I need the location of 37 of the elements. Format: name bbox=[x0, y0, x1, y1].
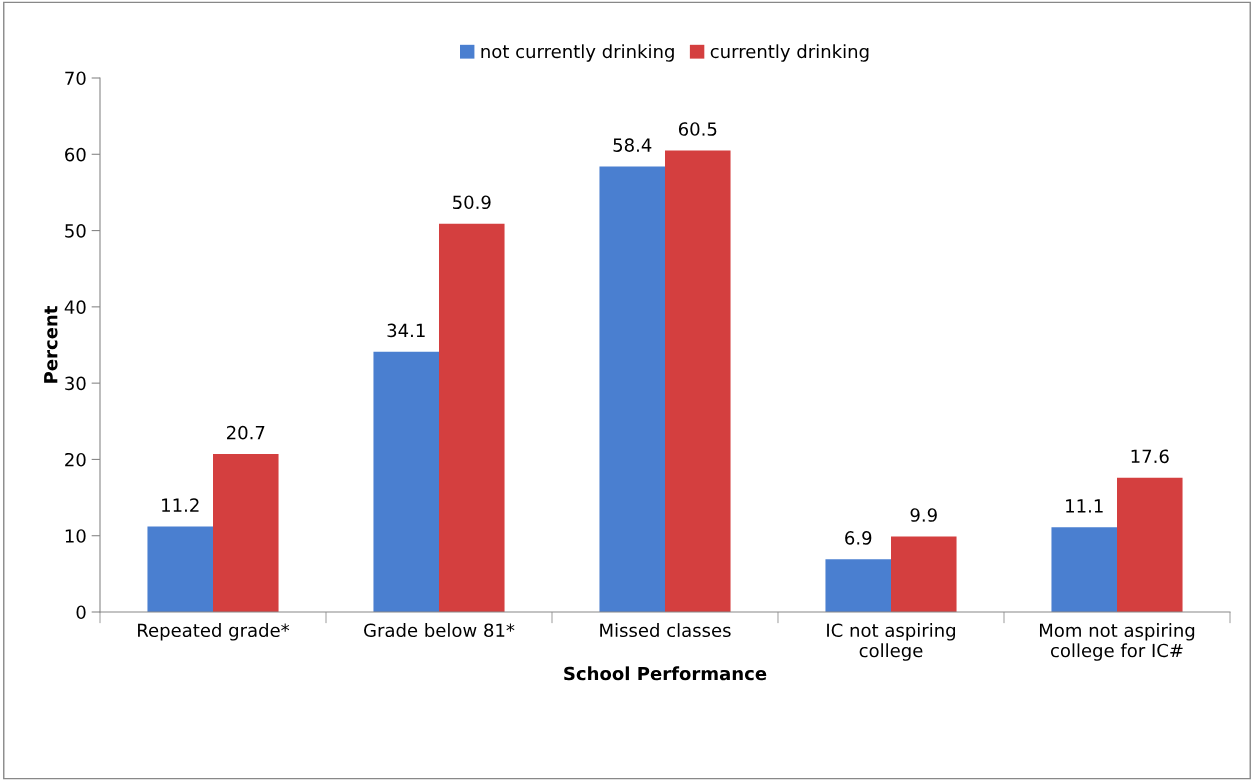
y-tick-label: 40 bbox=[64, 300, 86, 314]
data-label: 34.1 bbox=[387, 323, 425, 338]
data-label: 17.6 bbox=[1131, 449, 1169, 464]
bar bbox=[1117, 477, 1183, 612]
y-tick-label: 50 bbox=[65, 224, 86, 238]
data-label: 20.7 bbox=[226, 425, 265, 440]
bar bbox=[891, 536, 957, 612]
y-tick-label: 20 bbox=[65, 452, 86, 467]
data-label: 58.4 bbox=[613, 138, 652, 152]
bar bbox=[665, 150, 731, 612]
x-tick-label: Repeated grade* bbox=[138, 623, 290, 641]
x-tick-label: Mom not aspiring college for IC# bbox=[1040, 623, 1195, 661]
data-label: 60.5 bbox=[678, 122, 717, 136]
data-label: 50.9 bbox=[453, 195, 491, 210]
x-tick-label: Grade below 81* bbox=[364, 623, 515, 638]
bar bbox=[599, 166, 665, 612]
y-tick-label: 60 bbox=[65, 147, 86, 162]
data-label: 11.2 bbox=[162, 498, 199, 512]
bar bbox=[213, 454, 279, 612]
data-label: 6.9 bbox=[845, 531, 872, 545]
bar bbox=[373, 351, 439, 612]
legend-label: currently drinking bbox=[710, 44, 869, 62]
data-label: 9.9 bbox=[910, 508, 937, 522]
bar bbox=[439, 223, 505, 612]
y-tick-label: 10 bbox=[65, 529, 86, 543]
bar bbox=[825, 559, 891, 612]
y-tick-label: 30 bbox=[65, 376, 86, 391]
y-tick-label: 0 bbox=[76, 605, 86, 620]
legend-label: not currently drinking bbox=[481, 44, 674, 62]
bar bbox=[147, 526, 213, 612]
y-tick-label: 70 bbox=[65, 71, 86, 86]
x-axis-title: School Performance bbox=[564, 666, 767, 681]
x-tick-label: Missed classes bbox=[600, 623, 731, 638]
bar bbox=[1051, 527, 1117, 612]
y-axis-title: Percent bbox=[44, 306, 58, 383]
data-label: 11.1 bbox=[1066, 499, 1103, 513]
x-tick-label: IC not aspiring college bbox=[827, 623, 955, 661]
